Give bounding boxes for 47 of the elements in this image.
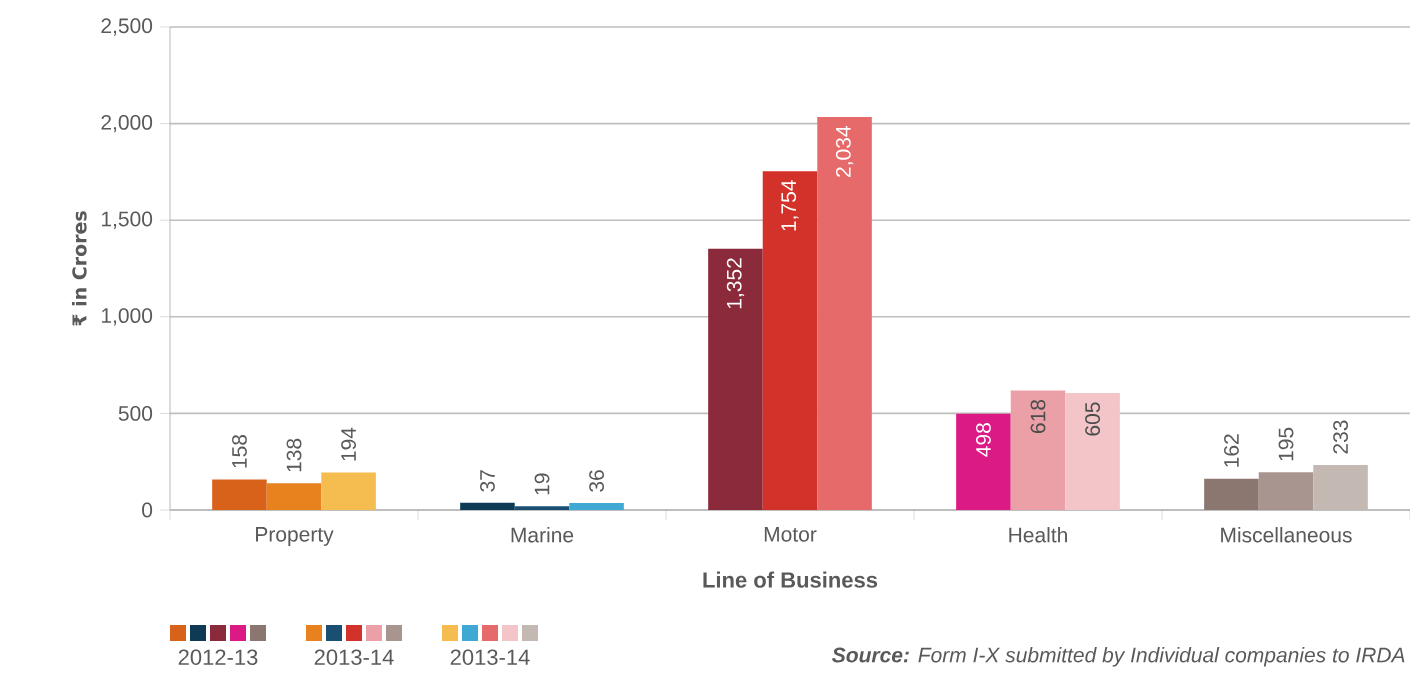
data-label: 605 (1085, 402, 1101, 436)
bar (569, 503, 624, 510)
data-label: 138 (286, 438, 302, 472)
data-label: 37 (480, 470, 495, 492)
data-label: 162 (1224, 434, 1239, 467)
bar (1065, 393, 1120, 510)
bar (1010, 390, 1066, 510)
y-tick-label: 2,500 (101, 18, 153, 36)
bar (1258, 472, 1314, 510)
bar (212, 479, 267, 510)
y-tick-label: 2,000 (101, 114, 153, 133)
bar (321, 472, 376, 510)
bar (956, 413, 1011, 510)
y-tick-label: 0 (142, 502, 153, 518)
data-label: 1,754 (781, 180, 799, 231)
bar (460, 502, 515, 510)
data-label: 195 (1278, 427, 1294, 461)
y-axis-title: ₹ in Crores (71, 211, 87, 326)
data-label: 19 (534, 473, 550, 495)
data-label: 618 (1030, 399, 1046, 433)
bar (1204, 478, 1259, 510)
data-label: 158 (232, 434, 247, 468)
data-label: 36 (589, 470, 605, 492)
y-tick-label: 1,500 (101, 211, 153, 229)
text: Source: Form I-X submitted by Individual companies to IRDA (832, 647, 1405, 667)
bar (762, 171, 818, 510)
x-tick-label: Property (256, 527, 334, 546)
data-label: 1,352 (726, 258, 745, 309)
x-axis-title: Line of Business (703, 571, 878, 588)
bar (817, 117, 872, 510)
legend-label: 2013-14 (314, 649, 394, 665)
x-tick-label: Motor (764, 527, 817, 542)
y-tick-label: 1,000 (101, 308, 153, 326)
x-tick-label: Health (1009, 527, 1067, 543)
bar (266, 483, 322, 510)
bar (1313, 464, 1368, 510)
data-label: 194 (341, 427, 357, 461)
data-label: 498 (976, 423, 991, 457)
bar (708, 248, 763, 510)
x-tick-label: Marine (511, 527, 574, 543)
data-label: 2,034 (835, 126, 854, 177)
x-tick-label: Miscellaneous (1221, 527, 1352, 543)
legend-label: 2013-14 (450, 649, 530, 665)
bar (514, 506, 570, 510)
data-label: 233 (1333, 420, 1348, 454)
y-tick-label: 500 (118, 405, 153, 421)
legend-label: 2012-13 (178, 649, 258, 665)
